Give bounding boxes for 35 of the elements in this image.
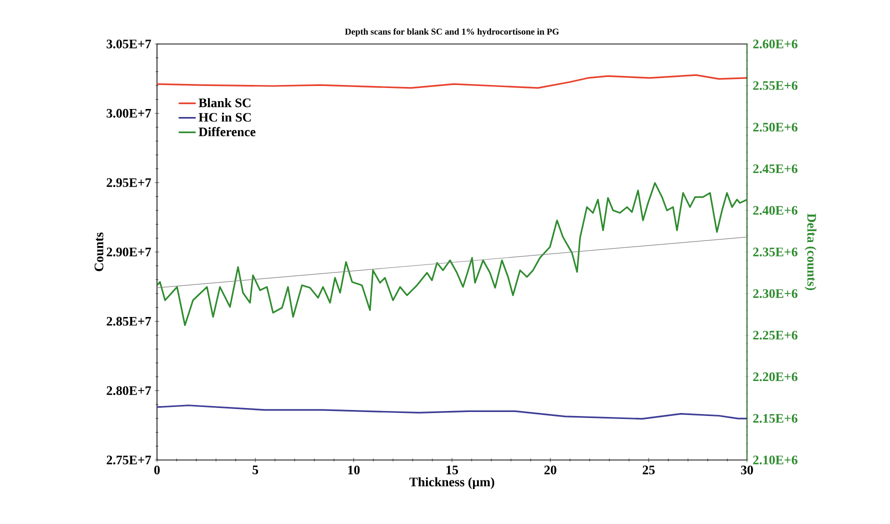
y2-tick-label: 2.40E+6 <box>753 206 798 215</box>
y2-tick-label: 2.45E+6 <box>753 164 798 174</box>
y2-tick-label: 2.60E+6 <box>753 40 798 48</box>
x-tick-label: 30 <box>741 466 753 474</box>
legend-label: HC in SC <box>198 112 251 122</box>
y-tick-label: 2.90E+7 <box>106 248 152 256</box>
y-tick-label: 2.85E+7 <box>106 316 152 326</box>
x-tick-label: 0 <box>154 466 160 474</box>
y-tick-label: 3.05E+7 <box>106 40 152 48</box>
legend-label: Difference <box>198 127 256 136</box>
y-tick-label: 2.80E+7 <box>106 386 152 396</box>
x-tick-label: 20 <box>544 466 556 474</box>
y-tick-label: 2.95E+7 <box>106 178 152 188</box>
line-series <box>157 182 748 326</box>
y-axis-title: Counts <box>94 232 104 272</box>
y-tick-label: 2.75E+7 <box>106 456 152 464</box>
x-tick-label: 15 <box>446 466 458 474</box>
y-tick-label: 3.00E+7 <box>106 108 152 118</box>
y2-tick-label: 2.35E+6 <box>753 248 798 256</box>
y2-tick-label: 2.15E+6 <box>753 414 798 423</box>
x-axis-title: Thickness (µm) <box>409 477 494 489</box>
line-series <box>157 74 748 89</box>
y2-tick-label: 2.25E+6 <box>753 330 798 340</box>
y2-tick-label: 2.30E+6 <box>753 289 798 298</box>
y2-axis-title: Delta (counts) <box>804 214 816 290</box>
y2-tick-label: 2.50E+6 <box>753 122 798 132</box>
x-tick-label: 5 <box>252 466 258 474</box>
x-tick-label: 25 <box>642 466 655 474</box>
legend-label: Blank SC <box>198 98 250 108</box>
y2-tick-label: 2.10E+6 <box>753 456 798 464</box>
line-series <box>157 404 748 420</box>
y2-tick-label: 2.20E+6 <box>753 372 798 382</box>
chart-title: Depth scans for blank SC and 1% hydrocortisone in PG <box>345 28 559 36</box>
y2-tick-label: 2.55E+6 <box>753 81 798 90</box>
x-tick-label: 10 <box>348 466 360 474</box>
